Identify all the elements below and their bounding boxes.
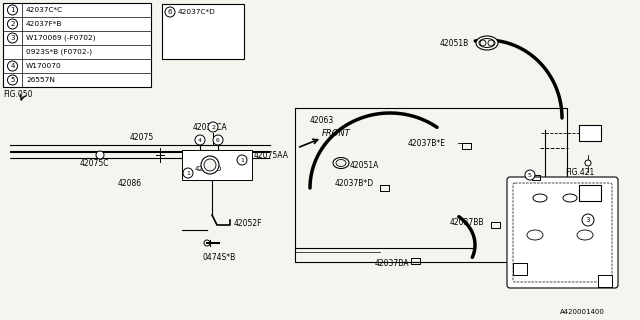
- Circle shape: [8, 33, 17, 43]
- Text: 2: 2: [10, 21, 15, 27]
- Text: 42037F*B: 42037F*B: [26, 21, 62, 27]
- Text: 3: 3: [10, 35, 15, 41]
- Text: A: A: [586, 128, 594, 138]
- Bar: [513, 263, 527, 275]
- Ellipse shape: [533, 194, 547, 202]
- Text: 42051B: 42051B: [440, 38, 469, 47]
- Text: 42052F: 42052F: [234, 219, 262, 228]
- Text: FRONT: FRONT: [322, 129, 351, 138]
- Circle shape: [585, 160, 591, 166]
- Text: 5: 5: [528, 172, 532, 178]
- Text: A420001400: A420001400: [560, 309, 605, 315]
- Circle shape: [8, 75, 17, 85]
- Bar: [579, 125, 601, 141]
- Ellipse shape: [476, 36, 498, 50]
- Text: FIG.050: FIG.050: [3, 90, 33, 99]
- Circle shape: [165, 7, 175, 17]
- Text: 1: 1: [186, 171, 190, 175]
- Text: 4: 4: [10, 63, 15, 69]
- Text: 42075C: 42075C: [80, 158, 109, 167]
- Text: 4: 4: [198, 138, 202, 142]
- Text: 0474S*B: 0474S*B: [202, 252, 236, 261]
- Bar: [3, 3, 151, 87]
- Text: 42037B*D: 42037B*D: [335, 179, 374, 188]
- Circle shape: [213, 135, 223, 145]
- Text: 42037BA: 42037BA: [375, 260, 410, 268]
- Text: 42037BB: 42037BB: [450, 218, 484, 227]
- Circle shape: [8, 5, 17, 15]
- Text: A: A: [517, 265, 523, 274]
- Ellipse shape: [479, 38, 495, 47]
- Text: 26557N: 26557N: [26, 77, 55, 83]
- Text: 6: 6: [216, 138, 220, 142]
- Text: 42037CA: 42037CA: [193, 123, 228, 132]
- Text: 1: 1: [240, 157, 244, 163]
- Text: 6: 6: [168, 9, 172, 15]
- Bar: [162, 4, 244, 59]
- Text: 1: 1: [10, 7, 15, 13]
- Circle shape: [208, 122, 218, 132]
- Text: W170070: W170070: [26, 63, 61, 69]
- FancyBboxPatch shape: [507, 177, 618, 288]
- Text: 42075D: 42075D: [195, 166, 222, 172]
- Ellipse shape: [336, 159, 346, 166]
- Text: FIG.421: FIG.421: [565, 167, 595, 177]
- Text: 42037C*C: 42037C*C: [26, 7, 63, 13]
- Text: 5: 5: [10, 77, 15, 83]
- Ellipse shape: [563, 194, 577, 202]
- Circle shape: [204, 240, 210, 246]
- Text: 2: 2: [211, 124, 215, 130]
- Text: 42063: 42063: [310, 116, 334, 124]
- Ellipse shape: [333, 157, 349, 169]
- Circle shape: [204, 159, 216, 171]
- Circle shape: [237, 155, 247, 165]
- Text: 42086: 42086: [118, 179, 142, 188]
- Circle shape: [96, 151, 104, 159]
- Circle shape: [201, 156, 219, 174]
- Text: 0923S*B (F0702-): 0923S*B (F0702-): [26, 49, 92, 55]
- Circle shape: [183, 168, 193, 178]
- Text: B: B: [602, 276, 608, 285]
- Text: 42037B*E: 42037B*E: [408, 139, 446, 148]
- Circle shape: [8, 19, 17, 29]
- Text: 42037C*D: 42037C*D: [178, 9, 216, 15]
- Circle shape: [525, 170, 535, 180]
- Text: 3: 3: [586, 217, 590, 223]
- Text: W170069 (-F0702): W170069 (-F0702): [26, 35, 95, 41]
- Circle shape: [582, 214, 594, 226]
- Bar: [598, 275, 612, 287]
- Circle shape: [8, 61, 17, 71]
- Bar: [182, 150, 252, 180]
- Text: 42075: 42075: [130, 132, 154, 141]
- Text: 42075AA: 42075AA: [254, 150, 289, 159]
- Circle shape: [195, 135, 205, 145]
- Bar: [579, 185, 601, 201]
- Text: 42051A: 42051A: [350, 161, 380, 170]
- Text: B: B: [586, 188, 594, 198]
